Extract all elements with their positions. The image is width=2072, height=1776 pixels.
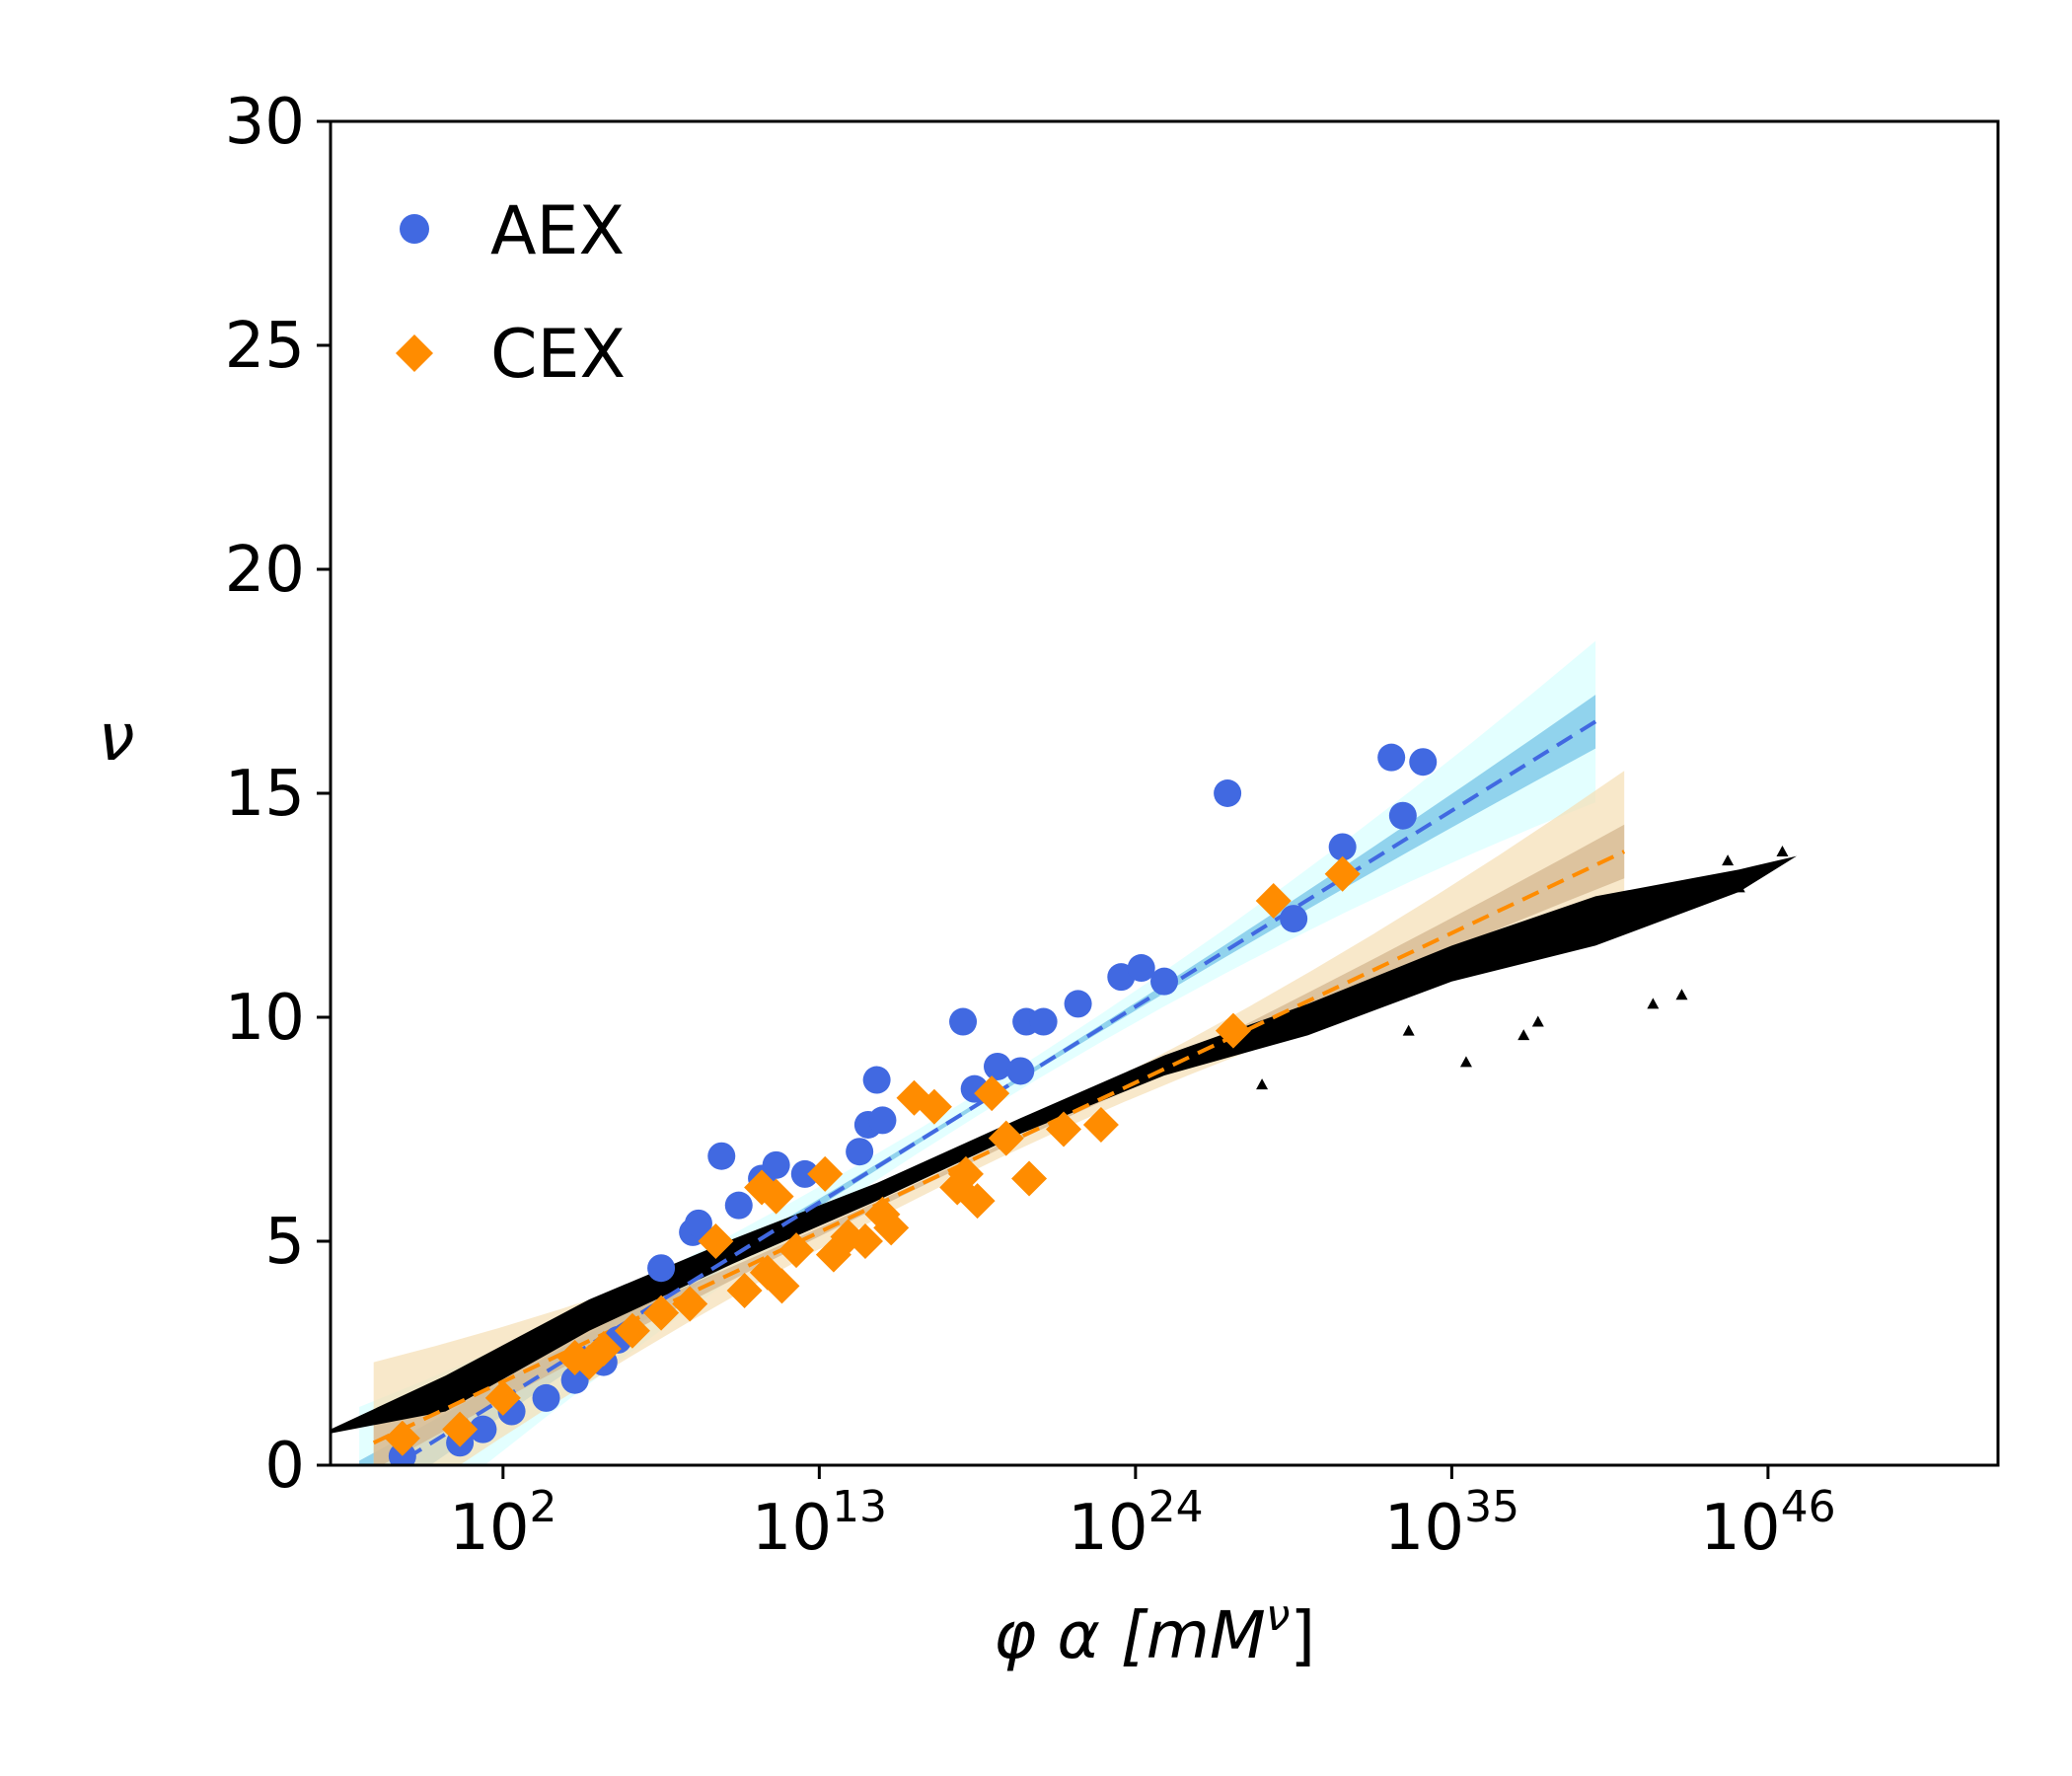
cex-point	[1046, 1111, 1082, 1147]
y-tick-label: 15	[225, 758, 305, 831]
aex-point	[1006, 1057, 1035, 1085]
cex-point	[807, 1155, 844, 1192]
axis-ticks: 0 5 10 15 20 25 30 102 1013 1024 1035 1046	[225, 86, 1836, 1565]
cex-point	[847, 1223, 883, 1259]
cex-point	[764, 1268, 800, 1304]
aex-point	[1328, 833, 1357, 861]
reference-point	[1675, 989, 1688, 1000]
cex-point	[726, 1272, 763, 1308]
cex-point	[916, 1088, 952, 1125]
legend-marker-aex	[400, 214, 429, 244]
cex-point	[698, 1223, 734, 1259]
cex-point	[988, 1120, 1024, 1156]
reference-point	[1459, 1056, 1472, 1068]
reference-point	[1733, 881, 1745, 893]
x-tick-label: 1035	[1384, 1482, 1519, 1565]
cex-point	[778, 1232, 815, 1269]
cex-point	[873, 1210, 910, 1246]
aex-point	[1064, 990, 1092, 1018]
y-axis-label: ν	[99, 700, 135, 776]
aex-point	[1280, 905, 1308, 933]
reference-point	[1647, 998, 1660, 1009]
aex-point	[1409, 748, 1438, 777]
x-tick-label: 1046	[1700, 1482, 1835, 1565]
reference-point	[1776, 846, 1789, 857]
aex-point	[1029, 1007, 1058, 1036]
cex-point	[1324, 855, 1361, 892]
aex-point	[469, 1415, 497, 1443]
aex-point	[724, 1191, 753, 1220]
legend-marker-cex	[396, 334, 433, 372]
y-tick-label: 5	[264, 1206, 305, 1279]
aex-point	[984, 1052, 1011, 1080]
aex-point	[560, 1366, 589, 1394]
x-tick-label: 102	[449, 1482, 556, 1565]
cex-point	[614, 1312, 650, 1349]
cex-point	[585, 1330, 622, 1367]
aex-point	[532, 1383, 560, 1412]
y-tick-label: 30	[225, 86, 305, 159]
cex-point	[1255, 882, 1292, 919]
cex-point	[384, 1420, 420, 1456]
legend-label-aex: AEX	[490, 192, 625, 270]
reference-cloud	[331, 846, 1797, 1434]
aex-point	[868, 1106, 897, 1135]
cex-point	[974, 1075, 1010, 1112]
legend: AEX CEX	[396, 192, 626, 394]
aex-point	[1388, 801, 1417, 830]
cex-point	[959, 1183, 996, 1220]
y-tick-label: 20	[225, 534, 305, 607]
aex-point	[762, 1150, 790, 1179]
aex-point	[647, 1254, 676, 1283]
y-tick-label: 0	[264, 1430, 305, 1503]
cex-point	[484, 1379, 521, 1416]
reference-cloud-band	[331, 855, 1797, 1434]
data-points	[384, 743, 1438, 1465]
cex-point	[947, 1155, 984, 1192]
aex-point	[1377, 743, 1406, 772]
aex-point	[846, 1138, 874, 1166]
y-tick-label: 10	[225, 982, 305, 1055]
cex-point	[442, 1411, 479, 1447]
reference-point	[1256, 1078, 1269, 1090]
cex-point	[672, 1286, 708, 1322]
fit-line	[391, 719, 1597, 1465]
cex-point	[744, 1169, 780, 1206]
plot-area	[331, 640, 1797, 1465]
x-axis-label: φ α [mMν]	[994, 1591, 1315, 1673]
y-tick-label: 25	[225, 310, 305, 383]
aex-point	[862, 1066, 891, 1094]
reference-point	[1402, 1024, 1415, 1036]
cex-point	[643, 1295, 680, 1331]
cex-point	[1082, 1106, 1119, 1143]
aex-point	[684, 1209, 712, 1237]
reference-point	[1517, 1029, 1530, 1041]
aex-point	[790, 1159, 819, 1188]
aex-point	[1150, 967, 1178, 996]
cex-point	[1215, 1012, 1251, 1049]
reference-point	[1531, 1015, 1544, 1027]
cex-point	[1011, 1160, 1048, 1197]
x-tick-label: 1013	[752, 1482, 887, 1565]
reference-point	[1722, 854, 1735, 866]
x-tick-label: 1024	[1068, 1482, 1203, 1565]
aex-point	[707, 1142, 736, 1170]
aex-point	[1214, 779, 1242, 807]
legend-label-cex: CEX	[490, 316, 626, 394]
aex-point	[1127, 954, 1155, 983]
aex-point	[949, 1007, 978, 1036]
